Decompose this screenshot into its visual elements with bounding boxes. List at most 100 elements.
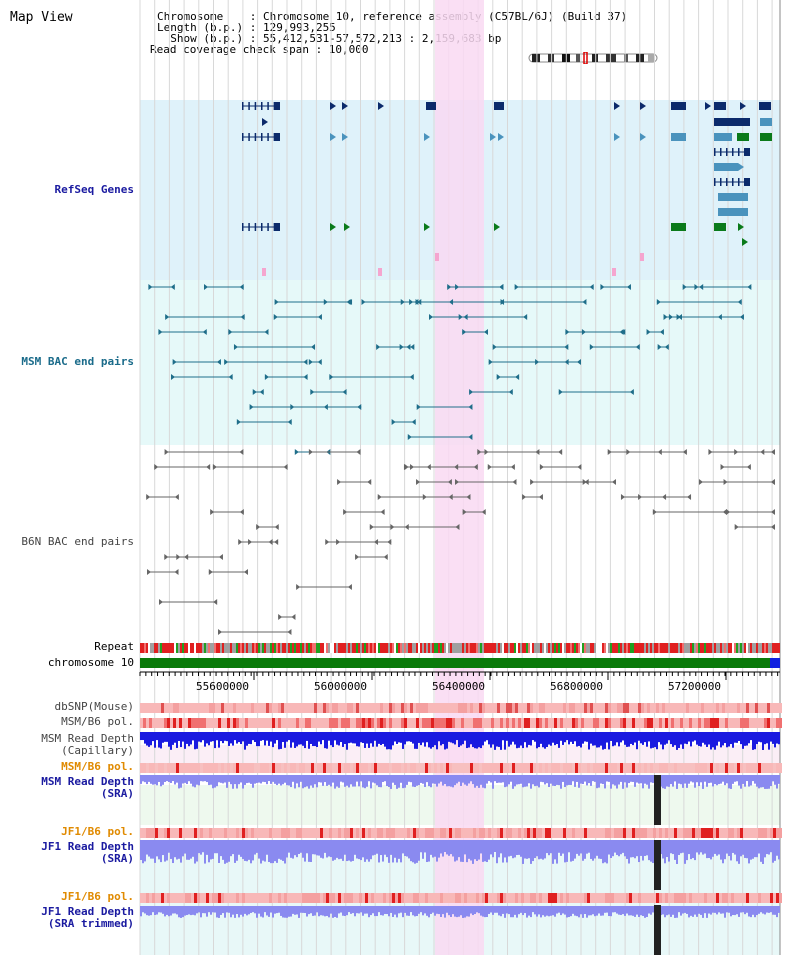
- strip-cell: [302, 893, 305, 903]
- strip-cell: [551, 718, 554, 728]
- depth-bar: [406, 732, 408, 742]
- repeat-cell: [618, 643, 620, 653]
- strip-cell: [518, 718, 521, 728]
- depth-bar: [440, 840, 442, 854]
- strip-cell: [680, 828, 683, 838]
- strip-cell: [632, 763, 635, 773]
- repeat-cell: [652, 643, 654, 653]
- strip-cell: [557, 828, 560, 838]
- depth-bar: [268, 840, 270, 862]
- track-label-refseq[interactable]: RefSeq Genes: [54, 183, 134, 196]
- strip-cell: [602, 763, 605, 773]
- gene-feature: [424, 223, 430, 231]
- track-label-msm-read-sra[interactable]: MSM Read Depth: [41, 775, 134, 788]
- strip-cell: [542, 703, 545, 713]
- repeat-cell: [602, 643, 604, 653]
- track-label-msm-bac[interactable]: MSM BAC end pairs: [21, 355, 134, 368]
- depth-bar: [696, 775, 698, 783]
- depth-bar: [374, 906, 376, 917]
- depth-bar: [158, 775, 160, 782]
- track-label-msm-b6-pol-1[interactable]: MSM/B6 pol.: [61, 715, 134, 728]
- depth-bar: [186, 732, 188, 744]
- track-label-chromosome[interactable]: chromosome 10: [47, 656, 134, 669]
- strip-cell: [434, 893, 437, 903]
- depth-bar: [304, 732, 306, 749]
- b6n-bac-pair: [539, 464, 582, 470]
- strip-cell: [323, 828, 326, 838]
- repeat-cell: [538, 643, 540, 653]
- track-label-jf1-b6-pol-2[interactable]: JF1/B6 pol.: [61, 890, 134, 903]
- bac-end: [717, 314, 722, 320]
- repeat-cell: [318, 643, 320, 653]
- strip-cell: [776, 893, 779, 903]
- repeat-cell: [590, 643, 592, 653]
- depth-bar: [304, 775, 306, 788]
- bac-end: [317, 359, 322, 365]
- strip-cell: [317, 718, 320, 728]
- depth-bar: [272, 840, 274, 864]
- strip-cell: [602, 703, 605, 713]
- depth-bar: [158, 732, 160, 748]
- strip-cell: [362, 703, 365, 713]
- repeat-cell: [222, 643, 224, 653]
- depth-bar: [146, 775, 148, 785]
- strip-cell: [335, 893, 338, 903]
- repeat-cell: [508, 643, 510, 653]
- position-axis: 55600000 56000000 56400000 56800000 57200000: [139, 671, 780, 693]
- depth-bar: [538, 732, 540, 748]
- strip-cell: [764, 893, 767, 903]
- repeat-cell: [536, 643, 538, 653]
- track-label-repeat[interactable]: Repeat: [94, 640, 134, 653]
- track-label-dbsnp[interactable]: dbSNP(Mouse): [54, 700, 134, 713]
- strip-cell: [287, 703, 290, 713]
- track-label-jf1-read-trim[interactable]: JF1 Read Depth: [41, 905, 134, 918]
- strip-cell: [737, 893, 740, 903]
- depth-bar: [330, 840, 332, 858]
- depth-bar: [142, 840, 144, 864]
- gene-exon: [720, 148, 722, 156]
- strip-cell: [692, 893, 695, 903]
- repeat-cell: [150, 643, 152, 653]
- depth-bar: [414, 775, 416, 788]
- depth-bar: [454, 732, 456, 745]
- depth-bar: [480, 840, 482, 854]
- bac-end: [164, 554, 169, 560]
- depth-bar: [304, 840, 306, 862]
- track-label-jf1-read-sra[interactable]: JF1 Read Depth: [41, 840, 134, 853]
- track-label-msm-read-cap[interactable]: MSM Read Depth: [41, 732, 134, 745]
- depth-bar: [470, 775, 472, 782]
- repeat-cell: [282, 643, 284, 653]
- depth-bar: [212, 732, 214, 742]
- depth-bar: [230, 732, 232, 744]
- strip-cell: [377, 828, 380, 838]
- track-label-jf1-b6-pol-1[interactable]: JF1/B6 pol.: [61, 825, 134, 838]
- strip-cell: [470, 828, 473, 838]
- strip-cell: [263, 763, 266, 773]
- strip-cell: [677, 703, 680, 713]
- strip-cell: [668, 718, 671, 728]
- strip-cell: [608, 763, 611, 773]
- strip-cell: [296, 893, 299, 903]
- depth-bar: [242, 840, 244, 860]
- strip-cell: [410, 828, 413, 838]
- depth-bar: [696, 840, 698, 853]
- depth-bar: [250, 906, 252, 913]
- depth-bar: [678, 775, 680, 784]
- depth-bar: [454, 906, 456, 917]
- strip-cell: [440, 763, 443, 773]
- depth-bar: [470, 906, 472, 914]
- repeat-cell: [306, 643, 308, 653]
- track-label-msm-b6-pol-2[interactable]: MSM/B6 pol.: [61, 760, 134, 773]
- strip-cell: [353, 703, 356, 713]
- strip-cell: [371, 893, 374, 903]
- depth-bar: [604, 732, 606, 749]
- track-label-b6n-bac[interactable]: B6N BAC end pairs: [21, 535, 134, 548]
- bac-end: [722, 509, 727, 515]
- strip-cell: [431, 718, 434, 728]
- strip-cell: [335, 703, 338, 713]
- gene-exon-structure: [714, 178, 750, 186]
- bac-end: [146, 494, 151, 500]
- strip-cell: [185, 893, 188, 903]
